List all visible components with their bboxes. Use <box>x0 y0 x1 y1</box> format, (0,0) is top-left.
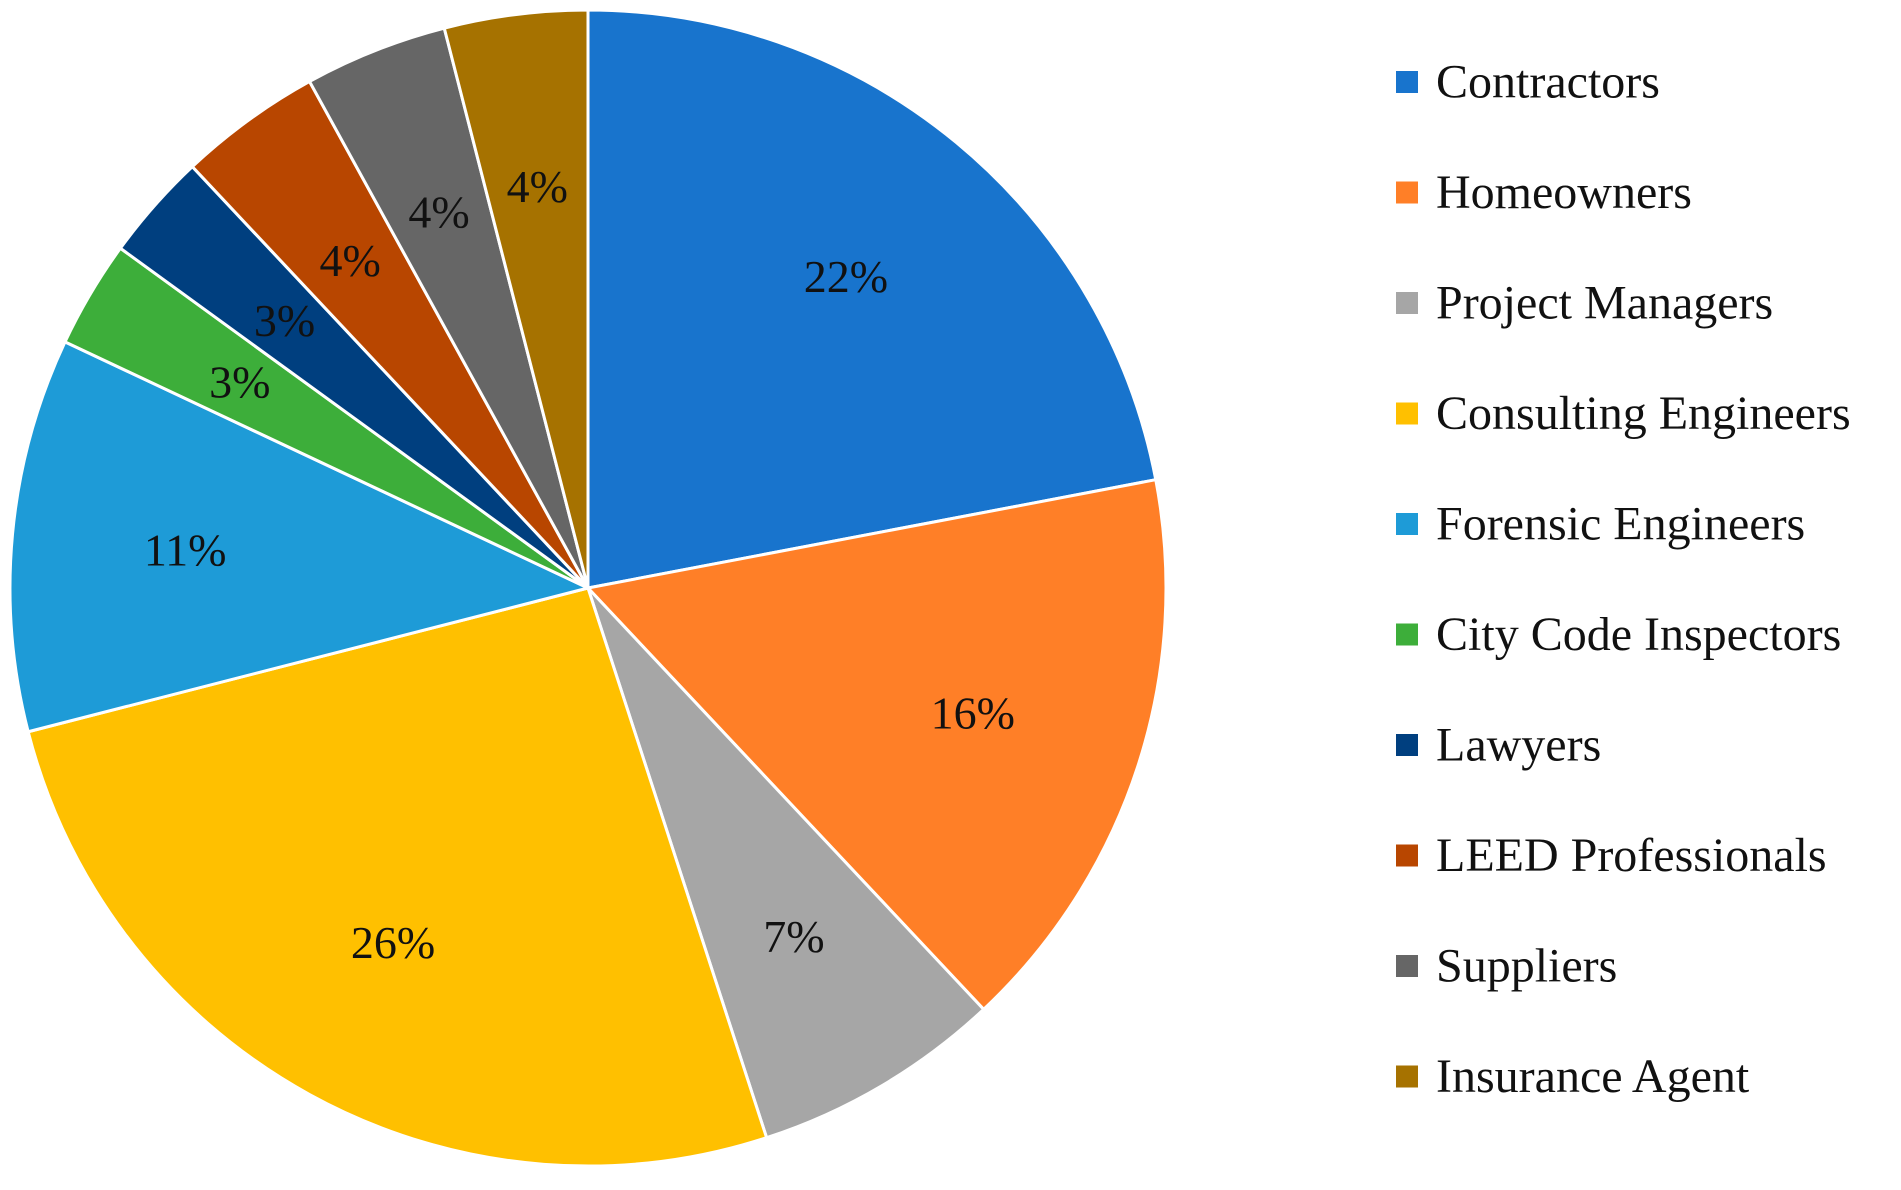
legend-label-consulting-engineers: Consulting Engineers <box>1436 387 1851 440</box>
legend-swatch-project-managers <box>1396 292 1418 314</box>
legend-item-city-code-inspectors: City Code Inspectors <box>1396 608 1841 661</box>
pie-slice-forensic-engineers <box>8 339 593 734</box>
data-label-suppliers: 4% <box>408 186 469 237</box>
pie-slices <box>8 8 1168 1168</box>
legend: Contractors Homeowners Project Managers Con… <box>1396 56 1851 1103</box>
legend-swatch-suppliers <box>1396 955 1418 977</box>
legend-swatch-consulting-engineers <box>1396 402 1418 425</box>
legend-item-project-managers: Project Managers <box>1396 277 1773 330</box>
legend-item-homeowners: Homeowners <box>1396 166 1692 219</box>
data-label-leed-professionals: 4% <box>320 235 381 286</box>
data-label-city-code-inspectors: 3% <box>209 357 270 408</box>
legend-item-suppliers: Suppliers <box>1396 940 1617 993</box>
legend-item-contractors: Contractors <box>1396 56 1660 109</box>
legend-swatch-forensic-engineers <box>1396 513 1418 535</box>
data-label-homeowners: 16% <box>931 688 1015 739</box>
legend-swatch-insurance-agent <box>1396 1065 1418 1088</box>
legend-item-lawyers: Lawyers <box>1396 719 1601 772</box>
data-label-contractors: 22% <box>804 251 888 302</box>
legend-swatch-city-code-inspectors <box>1396 623 1418 646</box>
pie-slice-contractors <box>586 8 1158 590</box>
data-label-insurance-agent: 4% <box>507 161 568 212</box>
legend-label-leed-professionals: LEED Professionals <box>1436 829 1827 882</box>
legend-label-city-code-inspectors: City Code Inspectors <box>1436 608 1841 661</box>
legend-item-forensic-engineers: Forensic Engineers <box>1396 498 1805 551</box>
legend-item-consulting-engineers: Consulting Engineers <box>1396 387 1851 440</box>
data-label-project-managers: 7% <box>763 911 824 962</box>
legend-label-suppliers: Suppliers <box>1436 940 1617 993</box>
data-label-consulting-engineers: 26% <box>351 917 435 968</box>
pie-slice-labels: 22%16%7%26%11%3%3%4%4% 4% <box>144 161 1015 968</box>
legend-swatch-lawyers <box>1396 734 1418 756</box>
data-label-forensic-engineers: 11% <box>144 524 227 575</box>
legend-item-insurance-agent: Insurance Agent <box>1396 1050 1750 1103</box>
legend-item-leed-professionals: LEED Professionals <box>1396 829 1827 882</box>
legend-swatch-homeowners <box>1396 181 1418 204</box>
legend-label-contractors: Contractors <box>1436 56 1660 109</box>
data-label-lawyers: 3% <box>254 295 315 346</box>
pie-slice-consulting-engineers <box>26 586 769 1168</box>
pie-slice-insurance-agent <box>442 8 590 589</box>
legend-swatch-contractors <box>1396 71 1418 93</box>
legend-label-insurance-agent: Insurance Agent <box>1436 1050 1750 1103</box>
legend-label-homeowners: Homeowners <box>1436 166 1692 219</box>
legend-label-forensic-engineers: Forensic Engineers <box>1436 498 1805 551</box>
legend-label-lawyers: Lawyers <box>1436 719 1601 772</box>
legend-label-project-managers: Project Managers <box>1436 277 1773 330</box>
pie-slice-project-managers <box>586 586 986 1140</box>
pie-slice-homeowners <box>585 477 1168 1012</box>
legend-swatch-leed-professionals <box>1396 844 1418 867</box>
